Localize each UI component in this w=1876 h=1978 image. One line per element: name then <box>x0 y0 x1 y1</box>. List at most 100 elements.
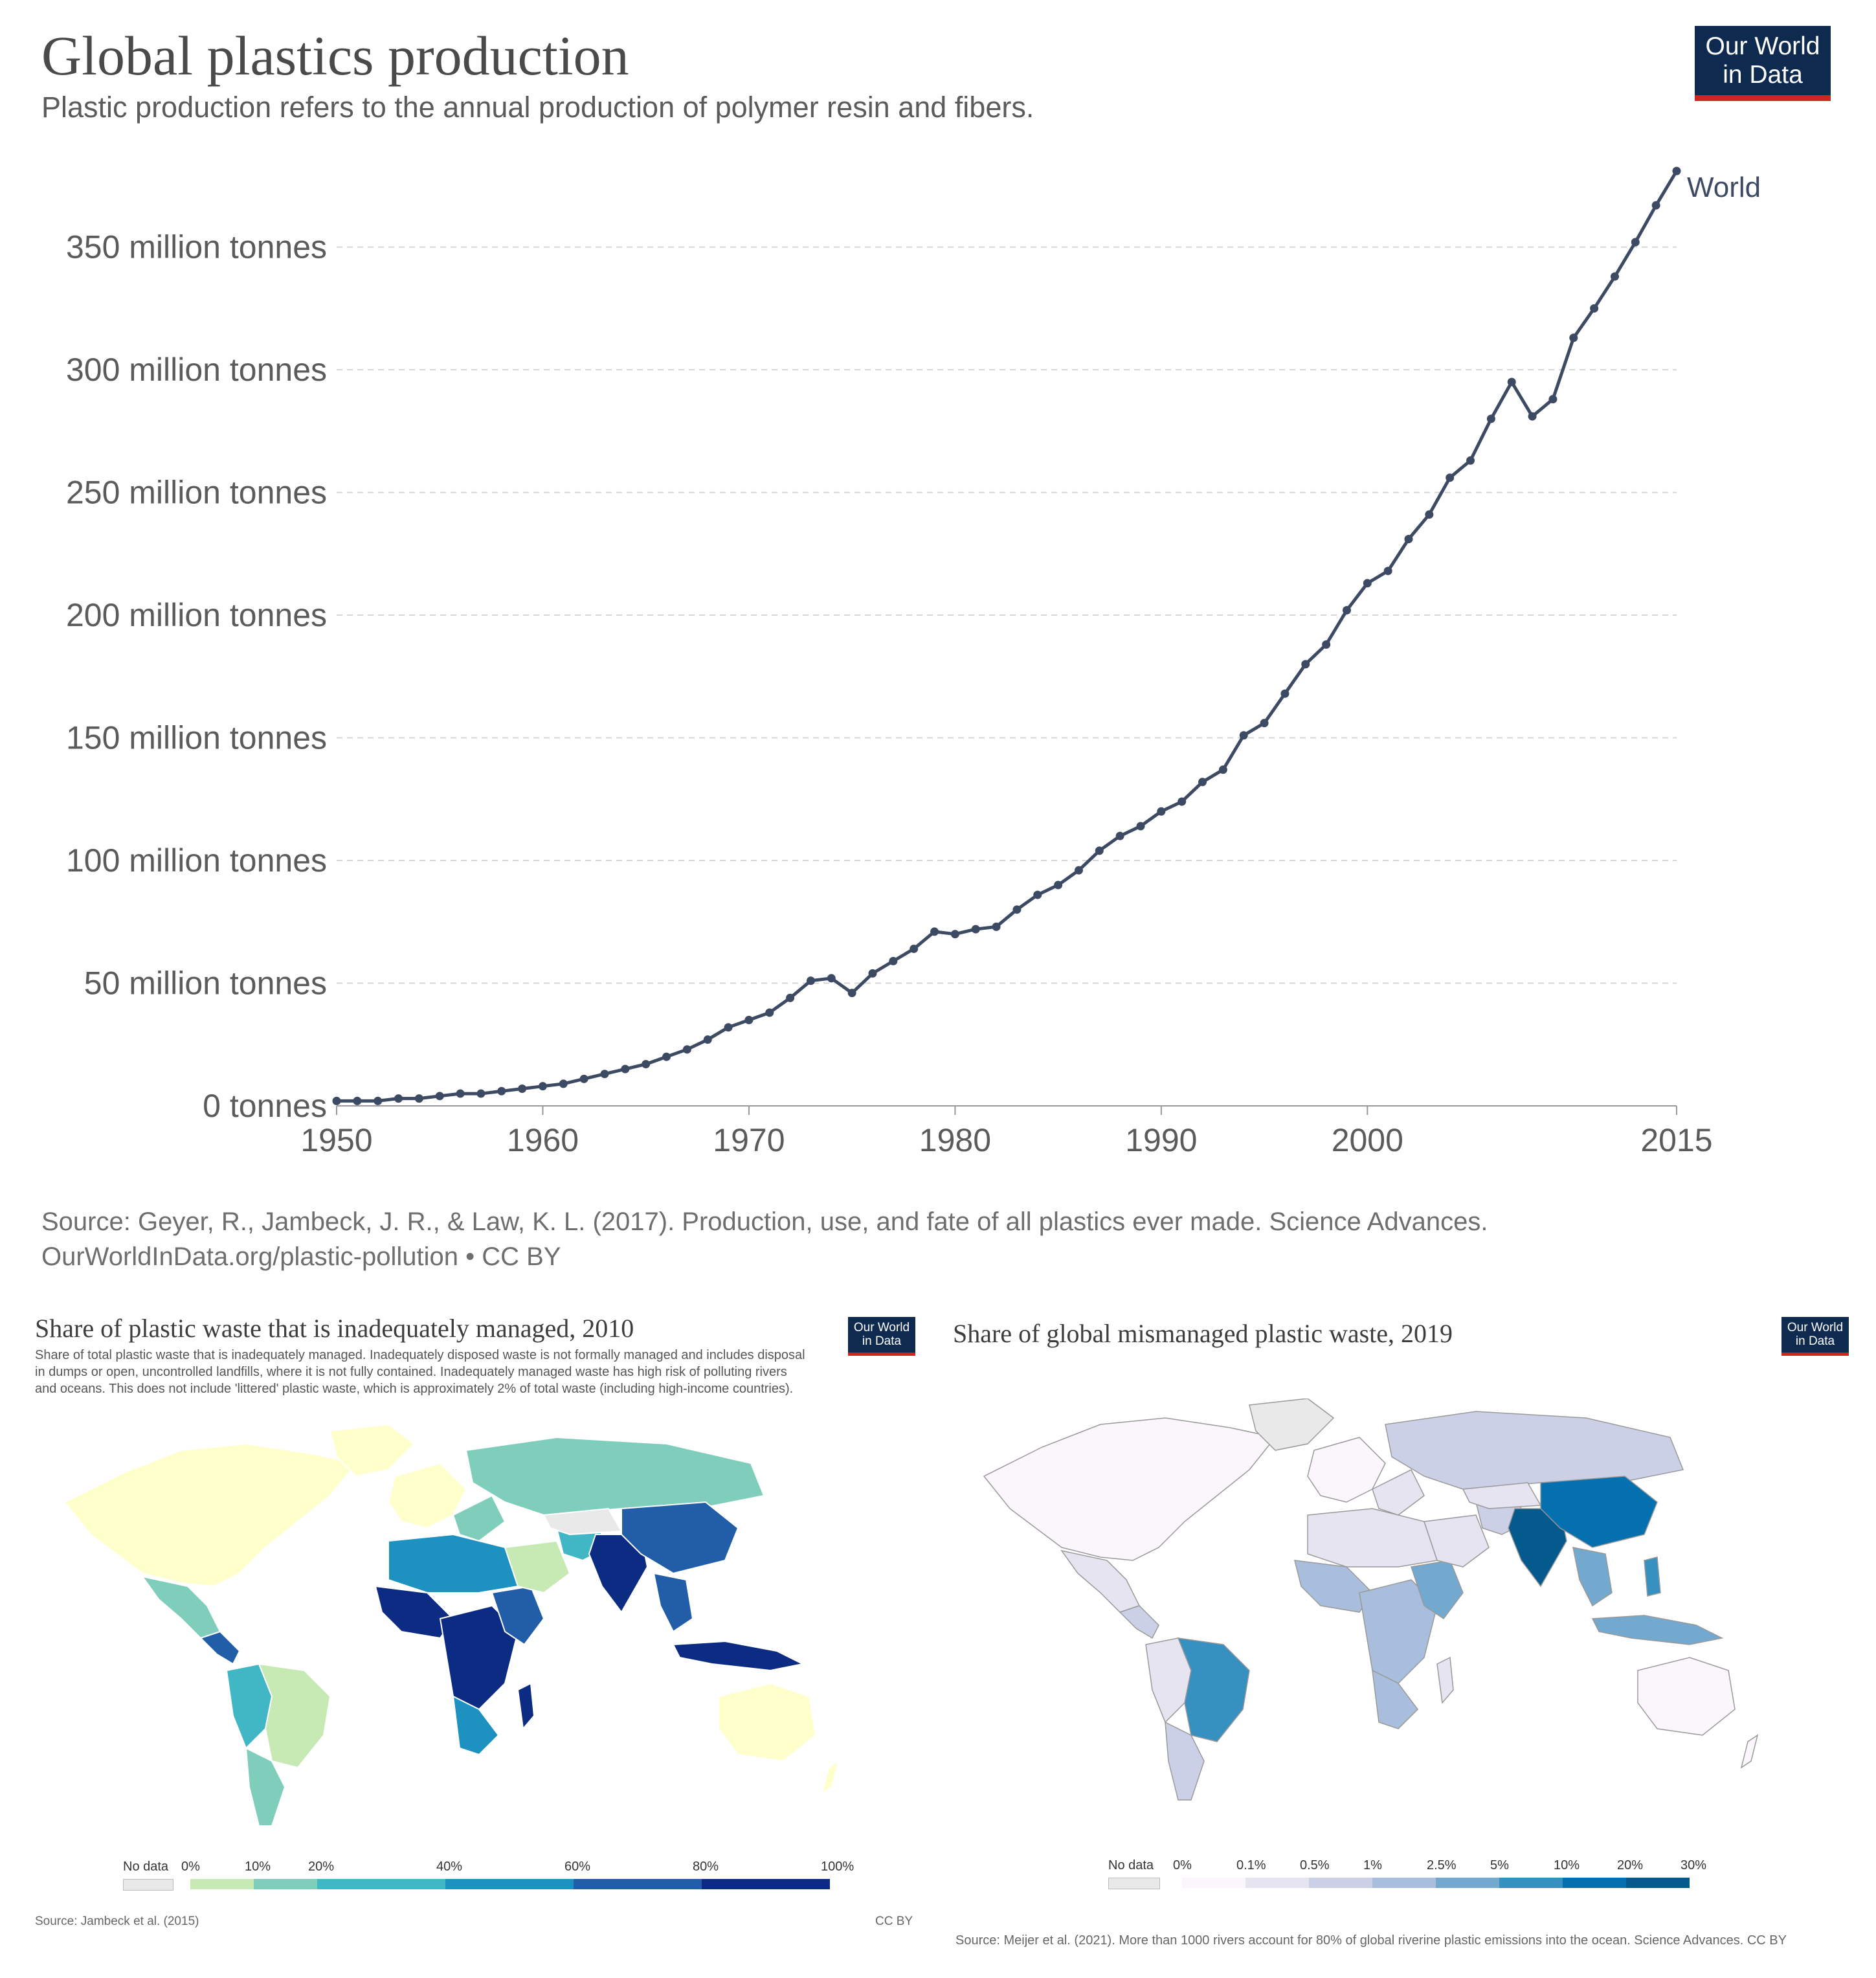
data-point[interactable] <box>744 1015 754 1024</box>
map-region-europe[interactable] <box>387 1462 467 1529</box>
data-point[interactable] <box>1610 272 1619 281</box>
map-region-southern-africa[interactable] <box>1372 1669 1418 1729</box>
map-region-australia[interactable] <box>718 1682 817 1762</box>
map-region-north-america[interactable] <box>63 1443 357 1588</box>
owid-logo-right[interactable]: Our World in Data <box>1781 1317 1849 1356</box>
data-point[interactable] <box>1651 201 1660 210</box>
map-region-argentina[interactable] <box>1165 1721 1205 1801</box>
data-point[interactable] <box>642 1060 651 1069</box>
owid-logo[interactable]: Our World in Data <box>1695 26 1831 101</box>
data-point[interactable] <box>559 1079 568 1088</box>
data-point[interactable] <box>1012 905 1022 914</box>
map-region-eastern-europe[interactable] <box>452 1494 506 1542</box>
map-region-greenland[interactable] <box>329 1424 416 1478</box>
data-point[interactable] <box>476 1089 486 1098</box>
data-point[interactable] <box>1239 731 1248 740</box>
data-point[interactable] <box>1280 689 1290 698</box>
data-point[interactable] <box>765 1008 774 1017</box>
data-point[interactable] <box>435 1092 444 1101</box>
map-region-north-africa[interactable] <box>388 1533 519 1593</box>
map-region-indonesia[interactable] <box>672 1640 805 1672</box>
data-point[interactable] <box>971 925 980 934</box>
map-region-brazil[interactable] <box>258 1663 331 1769</box>
map-region-southeast-asia[interactable] <box>653 1572 694 1633</box>
map-region-china[interactable] <box>621 1501 739 1575</box>
data-point[interactable] <box>1157 807 1166 816</box>
data-point[interactable] <box>827 974 836 983</box>
data-point[interactable] <box>353 1096 362 1105</box>
map-region-west-africa[interactable] <box>1294 1560 1373 1613</box>
map-region-madagascar[interactable] <box>517 1682 535 1731</box>
data-point[interactable] <box>724 1023 733 1032</box>
data-point[interactable] <box>1466 456 1475 465</box>
map-region-central-asia[interactable] <box>1462 1482 1542 1509</box>
map-region-central-africa[interactable] <box>439 1604 519 1711</box>
map-region-new-zealand[interactable] <box>821 1759 840 1795</box>
source-link[interactable]: OurWorldInData.org/plastic-pollution • C… <box>41 1242 561 1271</box>
data-point[interactable] <box>1218 765 1227 774</box>
data-point[interactable] <box>1342 605 1351 614</box>
map-region-north-africa[interactable] <box>1307 1508 1438 1568</box>
data-point[interactable] <box>1095 846 1104 855</box>
data-point[interactable] <box>1590 304 1599 313</box>
data-point[interactable] <box>1528 412 1537 421</box>
map-region-argentina[interactable] <box>245 1747 286 1826</box>
map-region-madagascar[interactable] <box>1436 1656 1454 1704</box>
data-point[interactable] <box>847 989 856 998</box>
data-point[interactable] <box>806 976 815 985</box>
map-region-russia[interactable] <box>465 1436 765 1516</box>
data-point[interactable] <box>992 922 1001 931</box>
map-region-new-zealand[interactable] <box>1740 1734 1759 1769</box>
data-point[interactable] <box>332 1096 341 1105</box>
data-point[interactable] <box>1054 881 1063 890</box>
map-region-central-america[interactable] <box>1119 1605 1159 1639</box>
data-point[interactable] <box>868 969 877 978</box>
data-point[interactable] <box>1074 866 1083 875</box>
map-region-philippines[interactable] <box>1644 1557 1661 1597</box>
data-point[interactable] <box>621 1064 630 1073</box>
data-point[interactable] <box>930 927 939 936</box>
map-region-central-america[interactable] <box>199 1630 241 1665</box>
data-point[interactable] <box>1033 890 1042 899</box>
data-point[interactable] <box>1136 822 1145 831</box>
data-point[interactable] <box>1672 166 1681 175</box>
map-region-middle-east[interactable] <box>1423 1514 1490 1568</box>
data-point[interactable] <box>703 1035 712 1044</box>
data-point[interactable] <box>1301 660 1310 669</box>
map-region-europe[interactable] <box>1307 1437 1386 1503</box>
map-region-eastern-europe[interactable] <box>1372 1468 1425 1516</box>
data-point[interactable] <box>682 1045 691 1054</box>
data-point[interactable] <box>1322 640 1331 649</box>
data-point[interactable] <box>1631 238 1640 247</box>
data-point[interactable] <box>1178 797 1187 806</box>
map-region-west-africa[interactable] <box>374 1585 454 1639</box>
map-region-southern-africa[interactable] <box>452 1695 500 1756</box>
data-point[interactable] <box>1486 414 1495 423</box>
map-region-china[interactable] <box>1540 1476 1658 1548</box>
data-point[interactable] <box>950 930 959 939</box>
map-region-middle-east[interactable] <box>504 1540 571 1594</box>
data-point[interactable] <box>1115 831 1124 840</box>
data-point[interactable] <box>889 956 898 965</box>
map-region-australia[interactable] <box>1637 1657 1736 1736</box>
map-region-greenland[interactable] <box>1249 1399 1335 1451</box>
data-point[interactable] <box>538 1082 547 1091</box>
data-point[interactable] <box>456 1089 465 1098</box>
data-point[interactable] <box>518 1084 527 1093</box>
map-region-north-america[interactable] <box>983 1417 1277 1561</box>
data-point[interactable] <box>497 1086 506 1096</box>
data-point[interactable] <box>1198 778 1207 787</box>
data-point[interactable] <box>600 1070 609 1079</box>
map-region-russia[interactable] <box>1385 1411 1684 1490</box>
data-point[interactable] <box>1425 510 1434 519</box>
map-region-central-asia[interactable] <box>542 1507 623 1536</box>
data-point[interactable] <box>1260 719 1269 728</box>
data-point[interactable] <box>1446 473 1455 482</box>
data-point[interactable] <box>414 1094 423 1103</box>
data-point[interactable] <box>1383 567 1392 576</box>
data-point[interactable] <box>786 993 795 1002</box>
map-region-southeast-asia[interactable] <box>1572 1547 1613 1607</box>
data-point[interactable] <box>1507 377 1516 387</box>
data-point[interactable] <box>910 944 919 953</box>
map-region-central-africa[interactable] <box>1359 1579 1438 1684</box>
